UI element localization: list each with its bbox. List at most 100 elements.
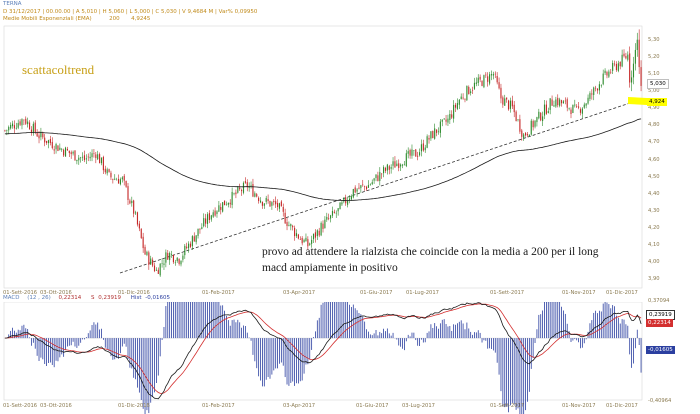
candle-body — [163, 263, 165, 265]
watermark-text: scattacoltrend — [22, 62, 95, 77]
candle-body — [449, 114, 451, 121]
candle-body — [199, 228, 201, 230]
candle-body — [581, 108, 583, 114]
candle-body — [447, 118, 449, 123]
candle-body — [49, 139, 51, 143]
price-ytick: 5,20 — [648, 53, 660, 60]
candle-body — [110, 172, 112, 178]
candle-body — [578, 106, 580, 108]
candle-body — [318, 230, 320, 236]
candle-body — [59, 147, 61, 150]
candle-body — [579, 109, 582, 113]
candle-body — [443, 118, 445, 120]
candle-body — [593, 87, 595, 96]
candle-body — [362, 184, 364, 186]
price-xtick: 03-Ott-2016 — [40, 290, 72, 296]
candle-body — [331, 210, 334, 216]
candle-body — [619, 61, 621, 67]
candle-body — [513, 104, 515, 113]
candle-body — [640, 67, 642, 86]
candle-body — [55, 143, 57, 150]
macd-legend: MACD (12 , 26) 0,22314 S 0,23919 Hist -0… — [3, 295, 170, 301]
candle-body — [504, 98, 506, 106]
candle-body — [583, 104, 585, 108]
candle-body — [150, 258, 152, 265]
candle-body — [585, 103, 587, 106]
candle-body — [100, 157, 103, 164]
price-time-axis: 01-Sett-2016 03-Ott-2016 01-Dic-2016 01-Feb… — [0, 290, 700, 298]
candle-body — [540, 112, 542, 121]
price-xtick: 01-Dic-2016 — [118, 290, 150, 296]
candle-body — [13, 125, 15, 129]
candle-body — [25, 118, 27, 124]
candle-body — [379, 172, 381, 181]
candle-body — [125, 180, 127, 187]
macd-xtick: 01-Sett-2016 — [3, 403, 38, 409]
candle-body — [367, 185, 370, 188]
macd-xtick: 01-Dic-2016 — [118, 403, 150, 409]
hist-last-label: -0,01605 — [646, 346, 675, 354]
price-xtick: 01-Sett-2016 — [3, 290, 38, 296]
candle-body — [254, 193, 256, 197]
candle-body — [445, 119, 447, 122]
candle-body — [617, 63, 619, 71]
candle-body — [161, 263, 163, 264]
candle-body — [182, 255, 184, 260]
candle-body — [68, 150, 70, 154]
candle-body — [487, 76, 489, 82]
candle-body — [396, 163, 398, 167]
candle-body — [104, 168, 106, 173]
candle-body — [439, 121, 441, 133]
candle-body — [146, 251, 148, 255]
candle-body — [326, 216, 328, 220]
candle-body — [612, 62, 614, 71]
candle-body — [631, 77, 633, 83]
candle-body — [220, 207, 222, 210]
candle-body — [507, 100, 510, 110]
indicator-period: 200 — [109, 16, 120, 22]
candle-body — [570, 109, 572, 115]
candle-body — [464, 98, 466, 100]
candle-body — [477, 77, 479, 84]
candle-body — [11, 123, 14, 127]
candle-body — [492, 74, 494, 76]
candle-body — [422, 143, 424, 151]
macd-axis[interactable]: 0,37094 0,23919 0,22314 -0,01605 -0,4096… — [643, 298, 700, 408]
candle-body — [328, 217, 330, 219]
candle-body — [432, 130, 434, 138]
candle-body — [352, 189, 354, 198]
candle-body — [496, 76, 498, 83]
candle-body — [186, 246, 188, 249]
candle-body — [203, 218, 205, 227]
candle-body — [21, 119, 23, 126]
candle-body — [108, 169, 110, 172]
price-chart[interactable] — [0, 0, 700, 300]
candle-body — [411, 149, 413, 156]
candle-body — [572, 104, 574, 113]
candle-body — [165, 252, 167, 263]
candle-body — [288, 224, 290, 226]
candle-body — [460, 96, 462, 100]
candle-body — [566, 99, 568, 108]
candle-body — [526, 134, 529, 136]
candle-body — [191, 236, 193, 247]
candle-body — [299, 239, 301, 240]
candle-body — [127, 186, 129, 200]
candle-body — [106, 169, 108, 174]
macd-chart[interactable] — [0, 302, 700, 414]
candle-body — [600, 84, 602, 86]
candle-body — [555, 99, 557, 107]
candle-body — [403, 164, 405, 166]
price-axis[interactable]: 5,30 5,20 5,10 5,00 4,90 4,80 4,70 4,60 4,50 4,40… — [643, 30, 700, 292]
candle-body — [80, 157, 82, 159]
macd-time-axis: 01-Sett-2016 03-Ott-2016 01-Dic-2016 01-Feb… — [0, 403, 700, 413]
candle-body — [78, 157, 80, 161]
candle-body — [481, 80, 483, 86]
candle-body — [157, 269, 159, 274]
candle-body — [418, 152, 421, 156]
candle-body — [536, 117, 538, 123]
candle-body — [297, 234, 299, 239]
candle-body — [276, 203, 279, 208]
candle-body — [462, 97, 464, 99]
candle-body — [454, 104, 457, 108]
